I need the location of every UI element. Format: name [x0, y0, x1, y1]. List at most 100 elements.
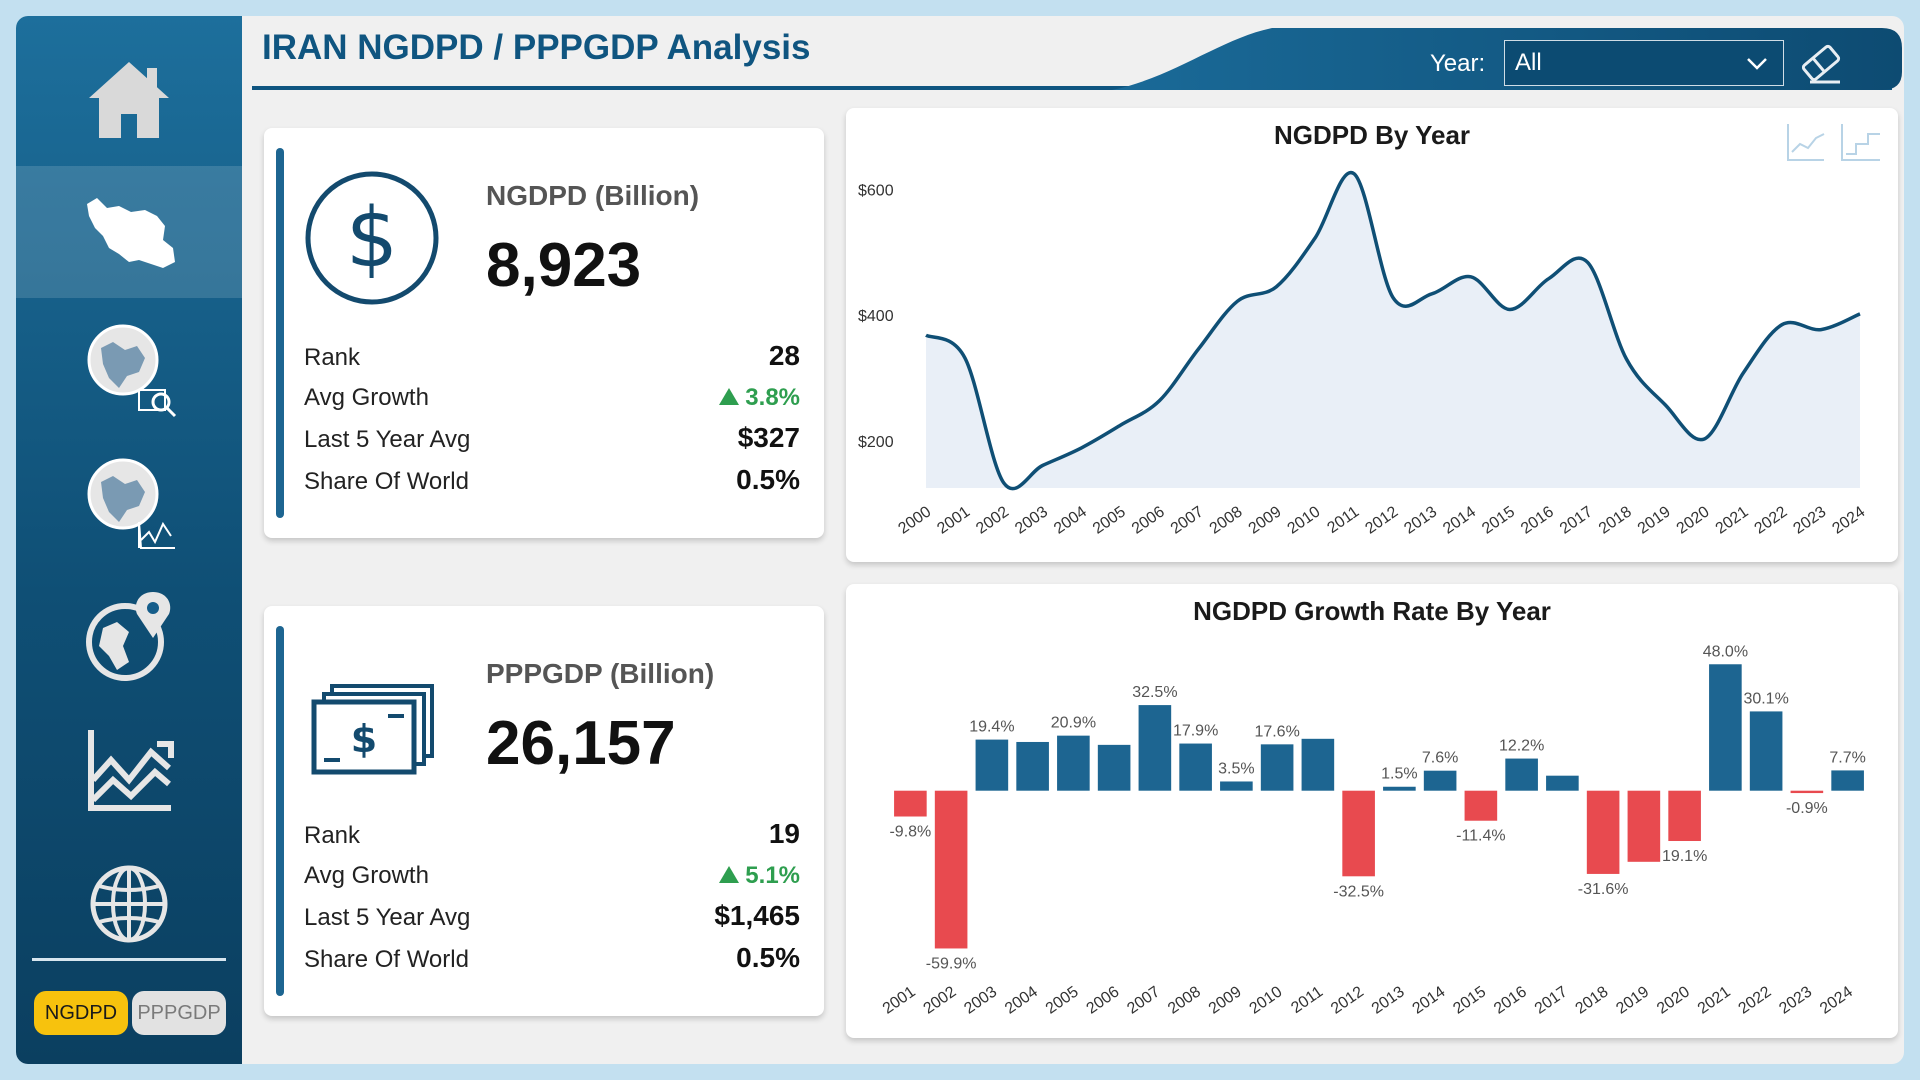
eraser-icon[interactable] — [1796, 38, 1846, 88]
bar[interactable] — [1260, 744, 1294, 791]
data-point[interactable] — [924, 333, 928, 337]
data-point[interactable] — [963, 356, 967, 360]
data-point[interactable] — [1196, 347, 1200, 351]
data-point[interactable] — [1547, 277, 1551, 281]
bar[interactable] — [1627, 790, 1661, 862]
nav-globe-analysis[interactable] — [16, 302, 242, 434]
data-point[interactable] — [1508, 307, 1512, 311]
toggle-ngdpd-button[interactable]: NGDPD — [34, 991, 128, 1035]
chart-title: NGDPD Growth Rate By Year — [1193, 596, 1551, 626]
nav-globe-trend[interactable] — [16, 436, 242, 568]
bar[interactable] — [1586, 790, 1620, 874]
data-label: -59.9% — [926, 955, 977, 972]
bar[interactable] — [1016, 741, 1049, 791]
data-point[interactable] — [1235, 299, 1239, 303]
line-chart-icon[interactable] — [1787, 124, 1825, 161]
nav-home[interactable] — [16, 34, 242, 166]
x-tick-label: 2001 — [934, 503, 973, 537]
data-point[interactable] — [1274, 285, 1278, 289]
bar[interactable] — [1505, 758, 1538, 791]
data-point[interactable] — [1391, 296, 1395, 300]
step-chart-icon[interactable] — [1841, 124, 1880, 161]
data-point[interactable] — [1663, 403, 1667, 407]
bar[interactable] — [1097, 744, 1131, 791]
data-point[interactable] — [1430, 292, 1434, 296]
x-tick-label: 2020 — [1674, 503, 1713, 537]
data-point[interactable] — [1780, 323, 1784, 327]
header: IRAN NGDPD / PPPGDP Analysis — [242, 16, 1904, 104]
bar[interactable] — [1668, 790, 1701, 842]
x-tick-label: 2000 — [895, 503, 934, 537]
ngdpd-last5-row: Last 5 Year Avg $327 — [304, 420, 800, 460]
data-label: 17.9% — [1173, 723, 1218, 740]
data-point[interactable] — [1586, 260, 1590, 264]
bar[interactable] — [1749, 711, 1783, 791]
data-point[interactable] — [1819, 328, 1823, 332]
x-tick-label: 2007 — [1168, 503, 1207, 537]
bar[interactable] — [1709, 664, 1742, 791]
bar[interactable] — [1383, 786, 1416, 791]
data-point[interactable] — [1041, 463, 1045, 467]
bar[interactable] — [1301, 738, 1335, 791]
bar[interactable] — [1179, 743, 1212, 791]
data-point[interactable] — [1352, 172, 1356, 176]
nav-world[interactable] — [16, 838, 242, 970]
x-tick-label: 2009 — [1246, 503, 1285, 537]
data-point[interactable] — [1625, 357, 1629, 361]
year-filter-dropdown[interactable]: All — [1504, 40, 1784, 86]
toggle-pppgdp-button[interactable]: PPPGDP — [132, 991, 226, 1035]
x-tick-label: 2023 — [1790, 503, 1829, 537]
x-tick-label: 2020 — [1654, 983, 1693, 1017]
bar[interactable] — [1220, 781, 1253, 791]
data-label: 17.6% — [1254, 723, 1299, 740]
bar[interactable] — [975, 739, 1009, 791]
data-point[interactable] — [1702, 437, 1706, 441]
up-triangle-icon — [719, 866, 740, 883]
data-point[interactable] — [1313, 236, 1317, 240]
x-tick-label: 2019 — [1635, 503, 1674, 537]
bar[interactable] — [1138, 705, 1172, 791]
nav-iran-map[interactable] — [16, 166, 242, 298]
avg-growth-text: 5.1% — [745, 862, 800, 889]
pppgdp-last5-row: Last 5 Year Avg $1,465 — [304, 898, 800, 938]
home-icon — [89, 62, 169, 138]
y-tick-label: $200 — [858, 434, 894, 451]
y-tick-label: $600 — [858, 182, 894, 199]
data-label: 7.7% — [1829, 749, 1865, 766]
data-label: 12.2% — [1499, 738, 1544, 755]
bar[interactable] — [934, 790, 968, 949]
iran-map-icon — [87, 198, 175, 268]
bar[interactable] — [1342, 790, 1375, 877]
nav-globe-location[interactable] — [16, 570, 242, 702]
data-point[interactable] — [1080, 446, 1084, 450]
bar[interactable] — [1546, 775, 1579, 791]
x-tick-label: 2011 — [1288, 983, 1326, 1017]
data-point[interactable] — [1469, 275, 1473, 279]
card-accent-bar — [276, 626, 284, 996]
data-label: 48.0% — [1703, 643, 1748, 660]
x-tick-label: 2007 — [1124, 983, 1163, 1017]
data-point[interactable] — [1158, 399, 1162, 403]
bar[interactable] — [1790, 790, 1824, 794]
data-point[interactable] — [1002, 481, 1006, 485]
data-label: 7.6% — [1422, 750, 1458, 767]
data-label: -9.8% — [889, 824, 931, 841]
bar[interactable] — [1831, 770, 1864, 791]
bar[interactable] — [1423, 770, 1457, 791]
line-chart-plot: $200 $400 $600 2000 2001 2002 2003 2004 2005 2006… — [858, 170, 1868, 538]
data-point[interactable] — [1858, 312, 1862, 316]
bar[interactable] — [894, 790, 927, 817]
nav-trend[interactable] — [16, 704, 242, 836]
x-tick-label: 2012 — [1362, 503, 1401, 537]
bar[interactable] — [1057, 735, 1090, 791]
data-point[interactable] — [1741, 371, 1745, 375]
rank-label: Rank — [304, 344, 361, 371]
data-point[interactable] — [1119, 423, 1123, 427]
bar[interactable] — [1464, 790, 1498, 821]
pppgdp-share-row: Share Of World 0.5% — [304, 940, 800, 980]
x-tick-label: 2019 — [1613, 983, 1652, 1017]
x-tick-label: 2023 — [1776, 983, 1815, 1017]
x-tick-label: 2004 — [1002, 983, 1041, 1017]
x-tick-label: 2012 — [1328, 983, 1367, 1017]
area-fill — [926, 172, 1860, 489]
